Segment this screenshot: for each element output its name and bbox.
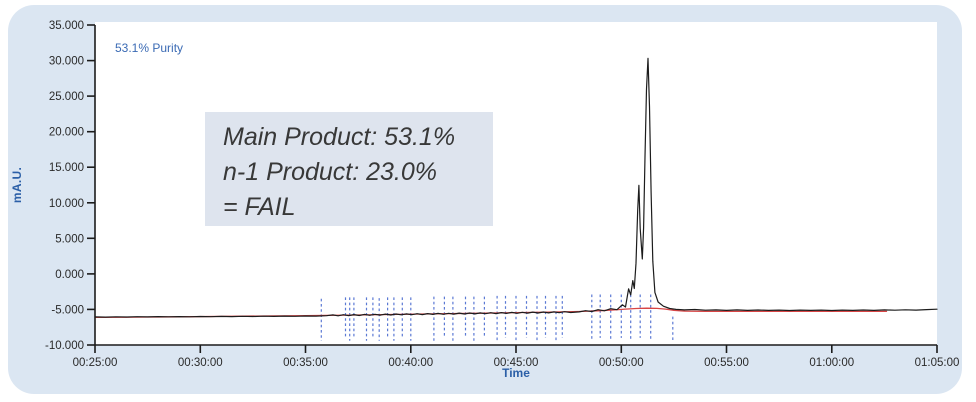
x-tick-label: 00:45:00 — [494, 357, 539, 369]
x-tick-label: 01:05:00 — [915, 357, 960, 369]
x-tick-labels: 00:25:00 00:30:00 00:35:00 00:40:00 00:45:00… — [73, 357, 960, 369]
y-tick-label: -10.000 — [45, 340, 84, 352]
x-tick-label: 00:50:00 — [599, 357, 644, 369]
x-tick-label: 01:00:00 — [809, 357, 854, 369]
y-tick-label: 15.000 — [49, 162, 84, 174]
y-tick-label: 25.000 — [49, 91, 84, 103]
axes — [87, 24, 938, 353]
y-tick-label: 10.000 — [49, 198, 84, 210]
y-tick-label: 30.000 — [49, 56, 84, 68]
purity-label: 53.1% Purity — [115, 41, 184, 55]
y-tick-label: 5.000 — [55, 233, 84, 245]
y-tick-label: 35.000 — [49, 20, 84, 32]
annotation-result: = FAIL — [223, 193, 296, 221]
y-tick-label: 0.000 — [55, 269, 84, 281]
x-tick-label: 00:35:00 — [283, 357, 328, 369]
y-axis-title: mA.U. — [10, 166, 24, 204]
x-tick-label: 00:40:00 — [388, 357, 433, 369]
x-tick-label: 00:30:00 — [178, 357, 223, 369]
annotation-box: Main Product: 53.1% n-1 Product: 23.0% =… — [205, 112, 493, 226]
signal-trace — [94, 57, 938, 318]
x-axis-title: Time — [502, 366, 530, 380]
x-tick-label: 00:55:00 — [704, 357, 749, 369]
integration-marks — [320, 294, 674, 341]
x-tick-label: 00:25:00 — [73, 357, 118, 369]
y-tick-labels: 35.000 30.000 25.000 20.000 15.000 10.000 5.00… — [45, 20, 84, 352]
y-tick-label: -5.000 — [51, 304, 84, 316]
annotation-n1-product: n-1 Product: 23.0% — [223, 158, 438, 186]
annotation-main-product: Main Product: 53.1% — [223, 123, 456, 151]
y-tick-label: 20.000 — [49, 127, 84, 139]
